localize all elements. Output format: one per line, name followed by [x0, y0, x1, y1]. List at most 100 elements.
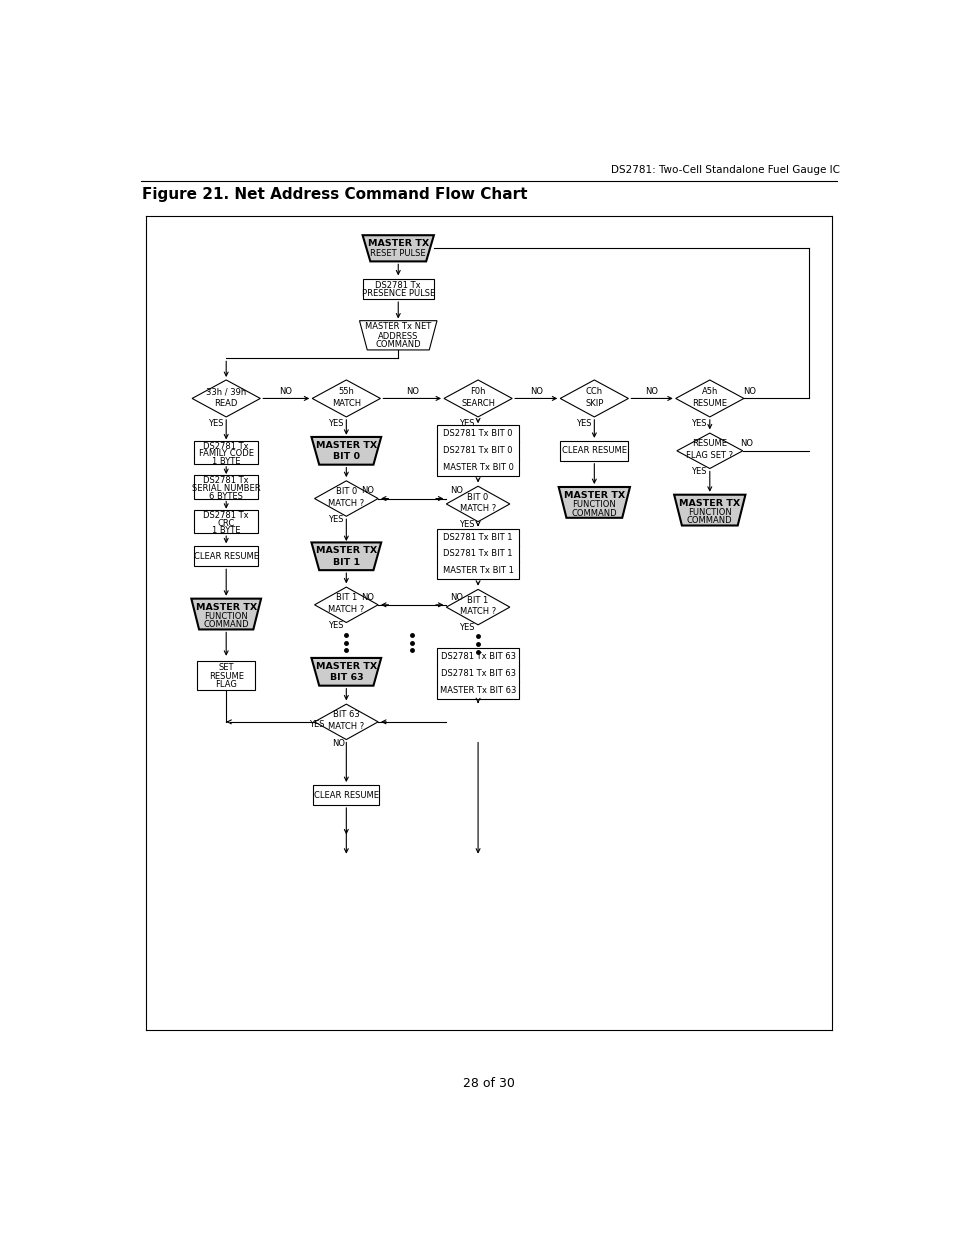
Text: ADDRESS: ADDRESS — [377, 331, 418, 341]
Text: FUNCTION: FUNCTION — [204, 611, 248, 621]
Text: YES: YES — [328, 419, 343, 427]
Text: FUNCTION: FUNCTION — [572, 500, 616, 509]
Polygon shape — [443, 380, 512, 417]
Text: DS2781 Tx: DS2781 Tx — [203, 442, 249, 451]
Text: NO: NO — [450, 593, 462, 601]
Text: 28 of 30: 28 of 30 — [462, 1077, 515, 1091]
Bar — [194, 510, 257, 534]
Text: NO: NO — [405, 387, 418, 396]
Text: RESET PULSE: RESET PULSE — [370, 249, 426, 258]
Polygon shape — [311, 437, 381, 464]
Text: NO: NO — [742, 387, 756, 396]
Polygon shape — [314, 704, 377, 740]
Text: CLEAR RESUME: CLEAR RESUME — [193, 552, 258, 561]
Text: SET: SET — [218, 663, 233, 672]
Polygon shape — [312, 380, 380, 417]
Text: BIT 63: BIT 63 — [333, 710, 359, 720]
Text: CCh: CCh — [585, 387, 602, 396]
Text: MASTER Tx NET: MASTER Tx NET — [365, 322, 431, 331]
Text: DS2781 Tx: DS2781 Tx — [203, 477, 249, 485]
Text: BIT 1: BIT 1 — [333, 558, 359, 567]
Text: SEARCH: SEARCH — [460, 399, 495, 409]
Bar — [436, 529, 518, 579]
Text: NO: NO — [361, 593, 375, 601]
Polygon shape — [676, 433, 742, 468]
Text: SERIAL NUMBER: SERIAL NUMBER — [192, 484, 260, 493]
Text: NO: NO — [740, 440, 753, 448]
Text: COMMAND: COMMAND — [571, 509, 617, 517]
Polygon shape — [559, 380, 628, 417]
Text: NO: NO — [361, 487, 375, 495]
Bar — [436, 425, 518, 477]
Bar — [313, 785, 379, 805]
Polygon shape — [674, 495, 744, 526]
Text: NO: NO — [644, 387, 658, 396]
Text: YES: YES — [309, 720, 324, 730]
Bar — [559, 441, 628, 461]
Text: COMMAND: COMMAND — [686, 516, 732, 525]
Text: 33h / 39h: 33h / 39h — [206, 387, 246, 396]
Text: DS2781 Tx BIT 63: DS2781 Tx BIT 63 — [440, 669, 515, 678]
Bar — [194, 546, 257, 567]
Text: BIT 0: BIT 0 — [335, 487, 356, 496]
Text: 1 BYTE: 1 BYTE — [212, 457, 240, 466]
Text: MASTER TX: MASTER TX — [367, 240, 429, 248]
Polygon shape — [192, 380, 260, 417]
Text: NO: NO — [529, 387, 542, 396]
Polygon shape — [558, 487, 629, 517]
Text: FAMILY CODE: FAMILY CODE — [198, 450, 253, 458]
Text: MASTER Tx BIT 1: MASTER Tx BIT 1 — [442, 567, 513, 576]
Polygon shape — [314, 587, 377, 622]
Text: YES: YES — [459, 419, 475, 427]
Text: YES: YES — [459, 624, 475, 632]
Text: YES: YES — [328, 515, 343, 524]
Polygon shape — [446, 487, 509, 521]
Text: 6 BYTES: 6 BYTES — [209, 492, 243, 500]
Polygon shape — [675, 380, 743, 417]
Text: MASTER TX: MASTER TX — [315, 441, 376, 450]
Text: DS2781 Tx BIT 1: DS2781 Tx BIT 1 — [443, 532, 513, 542]
Polygon shape — [311, 542, 381, 571]
Bar — [194, 441, 257, 464]
Text: CLEAR RESUME: CLEAR RESUME — [561, 446, 626, 456]
Text: YES: YES — [328, 621, 343, 630]
Polygon shape — [314, 480, 377, 516]
Polygon shape — [362, 235, 434, 262]
Text: BIT 63: BIT 63 — [329, 673, 363, 683]
Text: SKIP: SKIP — [584, 399, 603, 409]
Text: MASTER TX: MASTER TX — [195, 603, 256, 611]
Text: BIT 1: BIT 1 — [467, 595, 488, 605]
Text: MASTER TX: MASTER TX — [315, 546, 376, 556]
Polygon shape — [192, 599, 261, 630]
Polygon shape — [311, 658, 381, 685]
Text: PRESENCE PULSE: PRESENCE PULSE — [361, 289, 435, 298]
Bar — [194, 475, 257, 499]
Text: NO: NO — [279, 387, 292, 396]
Text: MASTER Tx BIT 63: MASTER Tx BIT 63 — [439, 685, 516, 695]
Bar — [362, 279, 434, 299]
Text: MASTER TX: MASTER TX — [679, 499, 740, 508]
Polygon shape — [446, 589, 509, 625]
Text: BIT 0: BIT 0 — [467, 493, 488, 501]
Polygon shape — [359, 321, 436, 350]
Text: MASTER TX: MASTER TX — [315, 662, 376, 671]
Text: MATCH ?: MATCH ? — [328, 605, 364, 614]
Text: F0h: F0h — [470, 387, 485, 396]
Text: DS2781 Tx BIT 63: DS2781 Tx BIT 63 — [440, 652, 515, 661]
Text: FLAG SET ?: FLAG SET ? — [685, 451, 733, 459]
Text: FUNCTION: FUNCTION — [687, 508, 731, 517]
Text: BIT 1: BIT 1 — [335, 593, 356, 603]
Text: MATCH ?: MATCH ? — [328, 499, 364, 508]
Text: RESUME: RESUME — [692, 440, 726, 448]
Text: RESUME: RESUME — [692, 399, 726, 409]
Text: MATCH ?: MATCH ? — [328, 722, 364, 731]
Text: DS2781 Tx BIT 0: DS2781 Tx BIT 0 — [443, 430, 513, 438]
Text: READ: READ — [214, 399, 237, 409]
Text: RESUME: RESUME — [209, 672, 243, 680]
Text: DS2781 Tx: DS2781 Tx — [203, 511, 249, 520]
Text: YES: YES — [459, 520, 475, 530]
Text: YES: YES — [575, 419, 591, 427]
Text: NO: NO — [332, 739, 345, 748]
Text: DS2781 Tx BIT 0: DS2781 Tx BIT 0 — [443, 446, 513, 456]
Text: FLAG: FLAG — [215, 680, 237, 689]
